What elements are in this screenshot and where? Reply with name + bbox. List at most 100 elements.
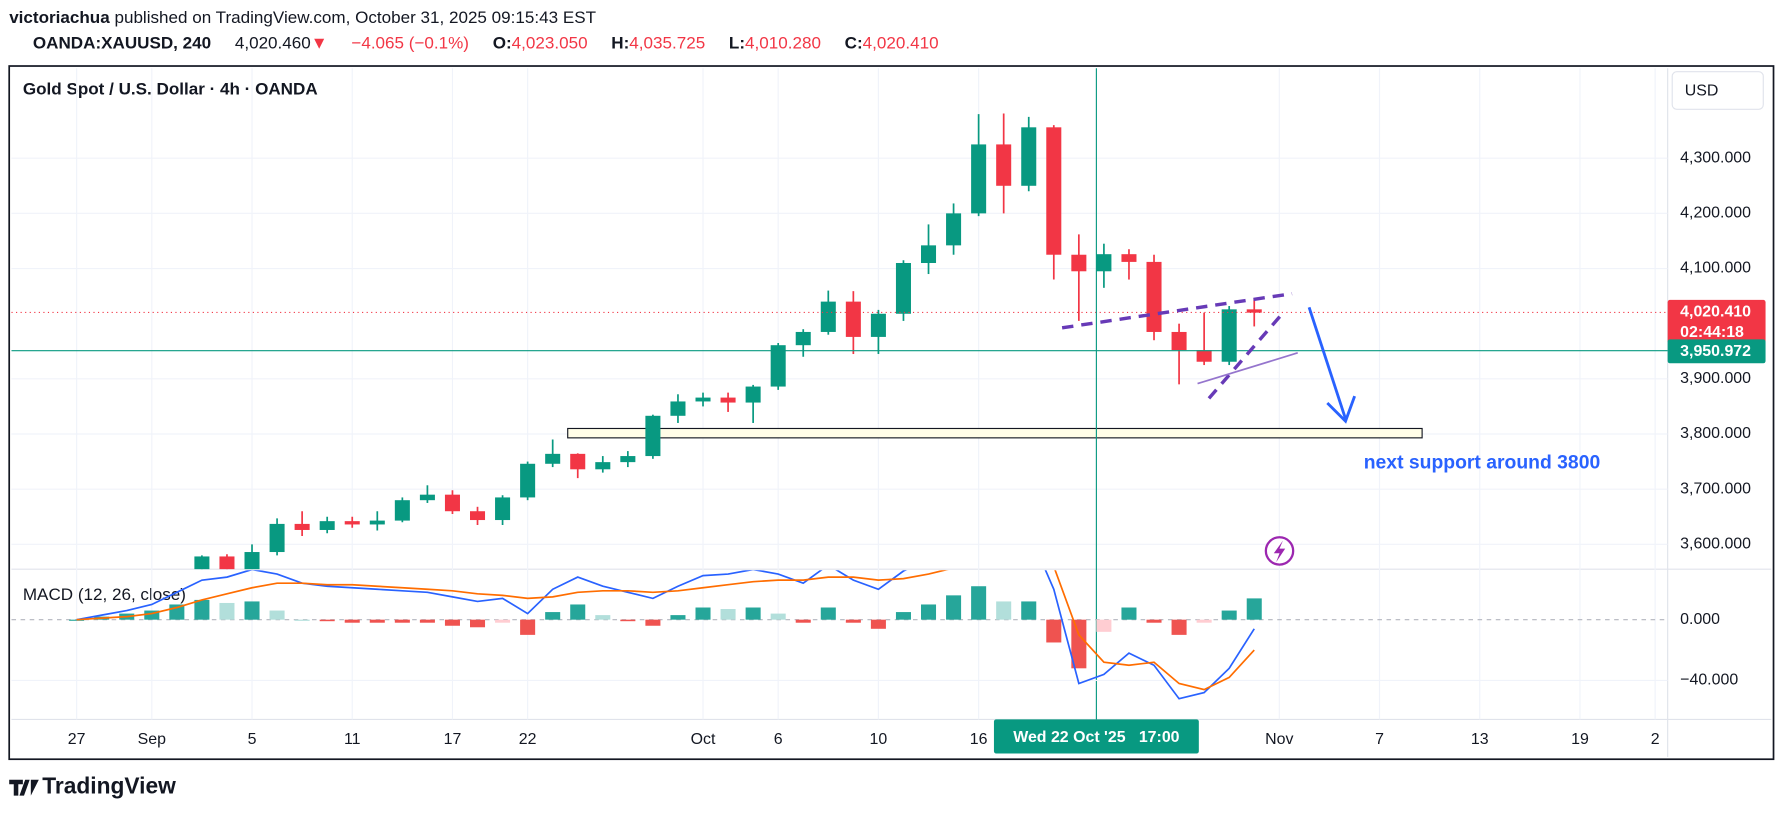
x-tick-label: 16 [970,731,988,748]
candle-body [645,415,661,457]
y-tick-label: 3,600.000 [1680,536,1751,553]
last-price-label: 4,020.410 [1680,304,1751,321]
macd-line [76,570,1255,691]
histogram-bar [1046,619,1062,643]
histogram-bar [570,604,586,620]
candle-body [670,401,686,416]
change: −4.065 (−0.1%) [351,33,469,52]
histogram-bar [144,610,160,620]
histogram-bar [520,619,536,635]
arrow-shaft [1307,306,1347,420]
candle-body [1196,350,1212,362]
histogram-bar [394,619,410,623]
candle-body [194,556,210,570]
candle-body [1246,309,1262,313]
candle-body [520,463,536,498]
candle-body [1146,261,1162,332]
candle-body [219,556,235,570]
x-tick-label: 13 [1471,731,1489,748]
trend-line-thin [1197,352,1298,385]
alert-bolt [1273,540,1286,563]
candle-body [946,213,962,246]
drawings [1061,291,1356,566]
histogram-bar [921,604,937,620]
macd-title: MACD (12, 26, close) [23,585,186,604]
x-tick-label: 19 [1571,731,1589,748]
y-tick-label: 0.000 [1680,611,1720,628]
histogram-bar [946,595,962,620]
candle-body [695,397,711,402]
x-tick-label: 22 [519,731,537,748]
candle-body [1096,254,1112,272]
y-tick-label: 3,800.000 [1680,425,1751,442]
histogram-bar [1121,607,1137,620]
y-tick-label: 3,700.000 [1680,480,1751,497]
histogram-bar [495,619,511,623]
symbol: OANDA:XAUUSD, 240 [33,33,211,52]
candle-body [870,313,886,337]
l-label: L: [729,33,745,52]
h-label: H: [611,33,629,52]
histogram-bar [645,619,661,626]
c-label: C: [845,33,863,52]
histogram-bar [1021,601,1037,620]
candle-body [1021,127,1037,186]
x-tick-label: 27 [68,731,86,748]
open: 4,023.050 [512,33,588,52]
crosshair-x-label: Wed 22 Oct '25 17:00 [1013,729,1179,746]
y-tick-label: −40.000 [1680,672,1738,689]
x-tick-label: 10 [870,731,888,748]
histogram-bar [369,619,385,623]
x-tick-label: 5 [248,731,257,748]
histogram-bar [69,619,85,621]
candle-body [369,520,385,525]
trend-line-upper [1061,291,1293,330]
logo-text: TradingView [42,773,176,799]
histogram-bar [1246,598,1262,620]
histogram-bar [444,619,460,626]
histogram-bar [269,610,285,620]
histogram-bar [194,599,210,620]
currency: USD [1685,82,1719,99]
histogram-bar [1221,610,1237,620]
histogram-bar [595,615,611,620]
candle-body [620,456,636,463]
high: 4,035.725 [629,33,705,52]
histogram-bar [1071,619,1087,669]
arrow: ▼ [311,33,328,52]
histogram-bar [820,607,836,620]
histogram-bar [895,612,911,620]
candle-body [895,263,911,314]
histogram-bar [219,602,235,620]
footer-logo: TradingView [9,773,176,799]
logo-mark [9,779,39,796]
histogram-bar [294,619,310,621]
support-zone [567,427,1423,439]
candle-body [444,494,460,512]
candle-body [394,500,410,521]
x-tick-label: 11 [344,731,361,748]
candle-body [1121,254,1137,262]
x-tick-label: Nov [1265,731,1293,748]
histogram-bar [996,601,1012,620]
candle-body [294,523,310,530]
histogram-bar [870,619,886,629]
countdown: 02:44:18 [1680,324,1744,341]
x-tick-label: Sep [138,731,166,748]
x-tick-label: 2 [1651,731,1660,748]
published: published on TradingView.com, October 31… [110,8,597,27]
histogram-bar [1171,619,1187,635]
candle-body [745,386,761,403]
candle-body [820,301,836,332]
candle-body [1171,331,1187,351]
header-line: victoriachua published on TradingView.co… [9,8,596,27]
y-tick-label: 4,200.000 [1680,205,1751,222]
histogram-bar [1096,619,1112,632]
histogram-bar [344,619,360,623]
histogram-bar [1146,619,1162,623]
candle-body [1046,127,1062,255]
x-tick-label: 17 [444,731,462,748]
candle-body [996,144,1012,186]
histogram-bar [971,586,987,620]
